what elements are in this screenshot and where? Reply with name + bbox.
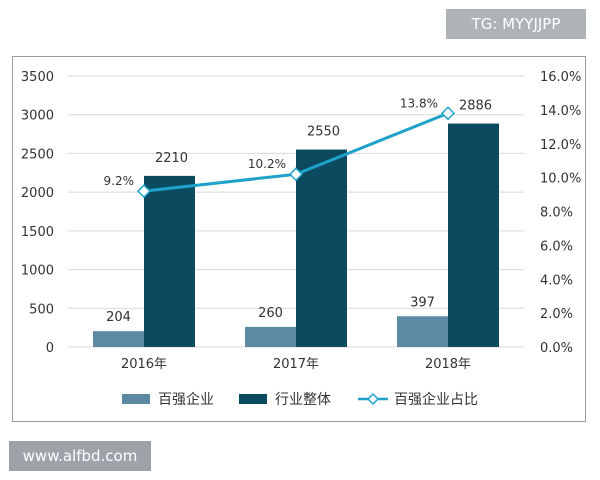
share-point [440, 106, 456, 121]
bar-top100-label: 260 [258, 306, 283, 321]
bar-industry [448, 123, 499, 348]
right-tick-label: 16.0% [540, 70, 581, 85]
share-point-label: 9.2% [104, 174, 135, 188]
share-point [288, 167, 304, 182]
left-tick-label: 3500 [21, 70, 54, 85]
share-point-label: 10.2% [248, 157, 286, 171]
bottom-watermark: www.alfbd.com [9, 441, 151, 471]
combo-chart: 0 500 1000 1500 2000 2500 3000 3500 0.0% 2.0% 4.0… [21, 70, 581, 408]
bar-top100-label: 397 [410, 295, 435, 310]
category-label: 2016年 [121, 357, 167, 372]
bar-industry [144, 175, 195, 347]
right-tick-label: 4.0% [540, 273, 573, 288]
bar-industry-label: 2550 [307, 125, 340, 140]
right-axis-ticks: 0.0% 2.0% 4.0% 6.0% 8.0% 10.0% 12.0% 14.0% 16.0% [540, 70, 581, 356]
data-labels: 204 2210 260 2550 397 2886 9.2% 10.2% 13.8% [104, 96, 493, 325]
bar-top100 [93, 331, 144, 347]
bars [93, 123, 499, 348]
right-tick-label: 12.0% [540, 138, 581, 153]
bar-top100 [245, 326, 296, 347]
bar-industry [296, 149, 347, 347]
top-watermark: TG: MYYJJPP [446, 9, 586, 39]
bar-top100-label: 204 [106, 310, 131, 325]
left-tick-label: 500 [29, 302, 54, 317]
share-line [136, 106, 456, 199]
bar-industry-label: 2886 [459, 99, 492, 114]
share-point [136, 184, 152, 199]
category-labels: 2016年 2017年 2018年 [121, 357, 471, 372]
category-label: 2017年 [273, 357, 319, 372]
left-tick-label: 1000 [21, 264, 54, 279]
bar-top100 [397, 316, 448, 347]
legend-label: 百强企业占比 [394, 391, 478, 408]
bar-industry-label: 2210 [155, 151, 188, 166]
category-label: 2018年 [425, 357, 471, 372]
legend: 百强企业 行业整体 百强企业占比 [122, 391, 478, 408]
right-tick-label: 0.0% [540, 341, 573, 356]
left-tick-label: 0 [46, 341, 54, 356]
left-tick-label: 1500 [21, 225, 54, 240]
left-axis-ticks: 0 500 1000 1500 2000 2500 3000 3500 [21, 70, 54, 356]
legend-swatch-marker [366, 392, 380, 406]
share-point-label: 13.8% [400, 96, 438, 110]
legend-swatch [122, 394, 150, 404]
left-tick-label: 2500 [21, 147, 54, 162]
right-tick-label: 14.0% [540, 104, 581, 119]
right-tick-label: 2.0% [540, 307, 573, 322]
legend-label: 行业整体 [275, 392, 331, 408]
legend-label: 百强企业 [158, 391, 214, 408]
legend-swatch [239, 394, 267, 404]
left-tick-label: 2000 [21, 186, 54, 201]
right-tick-label: 8.0% [540, 206, 573, 221]
left-tick-label: 3000 [21, 109, 54, 124]
right-tick-label: 10.0% [540, 172, 581, 187]
right-tick-label: 6.0% [540, 239, 573, 254]
